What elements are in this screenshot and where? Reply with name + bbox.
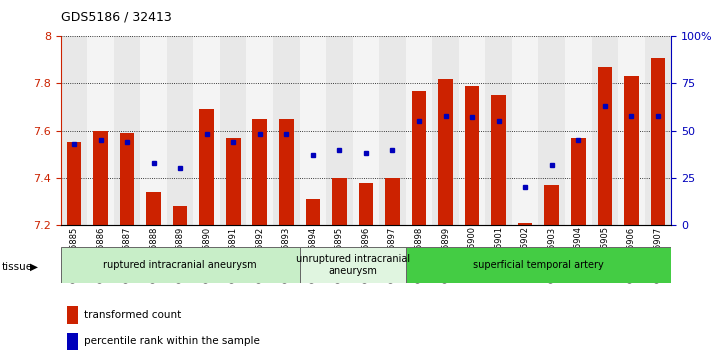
Bar (67, 333, 78, 350)
Bar (193, 36, 220, 225)
Bar (226, 138, 241, 225)
Bar (300, 36, 326, 225)
Bar (491, 95, 506, 225)
Bar (650, 57, 665, 225)
Bar (326, 36, 353, 225)
Bar (565, 36, 591, 225)
Text: ruptured intracranial aneurysm: ruptured intracranial aneurysm (104, 260, 257, 270)
Bar (279, 119, 293, 225)
Bar (624, 76, 638, 225)
Bar (544, 185, 559, 225)
Bar (306, 199, 320, 225)
Bar (406, 36, 432, 225)
Bar (61, 247, 300, 283)
Text: ▶: ▶ (30, 262, 38, 272)
Bar (300, 247, 406, 283)
Bar (645, 36, 671, 225)
Bar (406, 247, 671, 283)
Bar (67, 306, 78, 324)
Bar (246, 36, 273, 225)
Bar (571, 138, 585, 225)
Text: superficial temporal artery: superficial temporal artery (473, 260, 604, 270)
Bar (120, 133, 134, 225)
Bar (114, 36, 141, 225)
Bar (459, 36, 486, 225)
Bar (173, 206, 188, 225)
Text: GDS5186 / 32413: GDS5186 / 32413 (61, 11, 171, 24)
Bar (486, 36, 512, 225)
Bar (167, 36, 193, 225)
Text: tissue: tissue (2, 262, 34, 272)
Bar (518, 223, 533, 225)
Bar (66, 143, 81, 225)
Bar (432, 36, 459, 225)
Bar (512, 36, 538, 225)
Bar (591, 36, 618, 225)
Bar (353, 36, 379, 225)
Bar (438, 79, 453, 225)
Bar (141, 36, 167, 225)
Bar (618, 36, 645, 225)
Bar (538, 36, 565, 225)
Bar (412, 91, 426, 225)
Text: percentile rank within the sample: percentile rank within the sample (84, 336, 260, 346)
Bar (146, 192, 161, 225)
Bar (220, 36, 246, 225)
Bar (385, 178, 400, 225)
Bar (87, 36, 114, 225)
Bar (94, 131, 108, 225)
Bar (199, 109, 214, 225)
Text: transformed count: transformed count (84, 310, 181, 320)
Bar (358, 183, 373, 225)
Bar (379, 36, 406, 225)
Bar (465, 86, 479, 225)
Bar (332, 178, 347, 225)
Bar (61, 36, 87, 225)
Bar (598, 67, 612, 225)
Bar (253, 119, 267, 225)
Bar (273, 36, 300, 225)
Text: unruptured intracranial
aneurysm: unruptured intracranial aneurysm (296, 254, 410, 276)
